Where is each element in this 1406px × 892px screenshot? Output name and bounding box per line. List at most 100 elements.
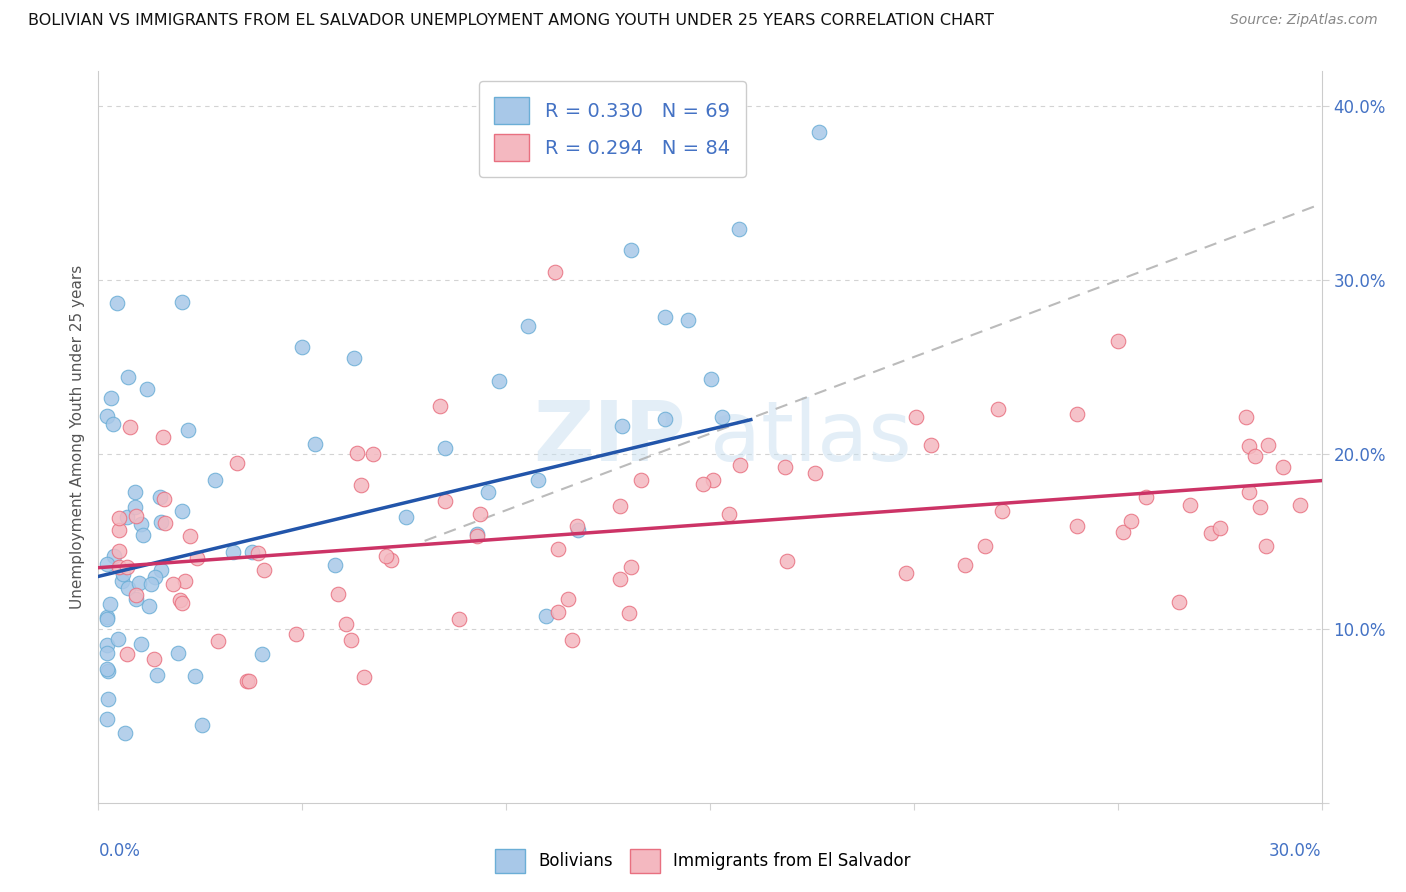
Point [361,447,384,461]
Point [125,591,148,606]
Point [149,490,172,504]
Point [139,577,162,591]
Point [395,510,418,524]
Point [465,526,488,541]
Point [526,473,548,487]
Point [449,611,471,625]
Point [124,500,146,514]
Point [143,570,166,584]
Point [987,402,1010,417]
Text: atlas: atlas [710,397,911,477]
Point [138,599,160,614]
Point [186,551,208,566]
Point [108,544,131,558]
Point [557,591,579,606]
Point [98,598,121,612]
Point [433,441,456,455]
Point [728,222,751,236]
Point [96,646,118,660]
Point [804,466,827,480]
Point [346,446,368,460]
Point [1271,459,1294,474]
Point [97,665,120,679]
Point [170,596,193,610]
Point [125,509,148,524]
Legend: Bolivians, Immigrants from El Salvador: Bolivians, Immigrants from El Salvador [489,842,917,880]
Point [204,473,226,487]
Point [609,572,631,586]
Point [1234,409,1257,424]
Point [184,669,207,683]
Point [152,430,174,444]
Point [323,558,346,573]
Point [153,492,176,507]
Point [117,370,139,384]
Point [711,410,734,425]
Point [108,523,131,537]
Point [775,554,797,568]
Point [145,668,167,682]
Point [700,372,723,386]
Point [143,652,166,666]
Text: 0.0%: 0.0% [98,842,141,860]
Point [1066,518,1088,533]
Point [167,646,190,660]
Point [174,574,197,588]
Point [488,375,510,389]
Y-axis label: Unemployment Among Youth under 25 years: Unemployment Among Youth under 25 years [69,265,84,609]
Point [1199,526,1222,541]
Point [207,634,229,648]
Point [221,544,243,558]
Point [1135,490,1157,504]
Point [250,647,273,661]
Point [349,477,371,491]
Point [284,627,307,641]
Point [226,456,249,470]
Point [433,494,456,508]
Point [375,549,398,563]
Point [567,523,589,537]
Point [253,563,276,577]
Point [353,670,375,684]
Point [169,592,191,607]
Point [339,633,361,648]
Point [343,351,366,366]
Point [129,516,152,531]
Point [238,673,260,688]
Point [1237,484,1260,499]
Point [172,503,194,517]
Text: ZIP: ZIP [533,397,686,477]
Point [96,712,118,726]
Point [150,563,173,577]
Point [105,296,128,310]
Point [612,419,634,434]
Point [97,692,120,706]
Point [177,423,200,437]
Point [619,606,641,620]
Point [103,417,125,432]
Point [132,528,155,542]
Point [1244,450,1267,464]
Point [236,673,259,688]
Point [953,558,976,573]
Point [124,485,146,500]
Point [728,458,751,472]
Point [108,560,131,574]
Legend: R = 0.330   N = 69, R = 0.294   N = 84: R = 0.330 N = 69, R = 0.294 N = 84 [479,81,745,177]
Point [973,539,995,553]
Point [465,528,488,542]
Point [153,516,176,530]
Point [128,575,150,590]
Point [477,484,499,499]
Point [150,516,173,530]
Point [179,529,201,543]
Point [1237,439,1260,453]
Point [96,612,118,626]
Point [1254,539,1277,553]
Point [676,313,699,327]
Point [124,588,146,602]
Point [96,610,118,624]
Point [96,638,118,652]
Point [326,587,349,601]
Point [135,382,157,396]
